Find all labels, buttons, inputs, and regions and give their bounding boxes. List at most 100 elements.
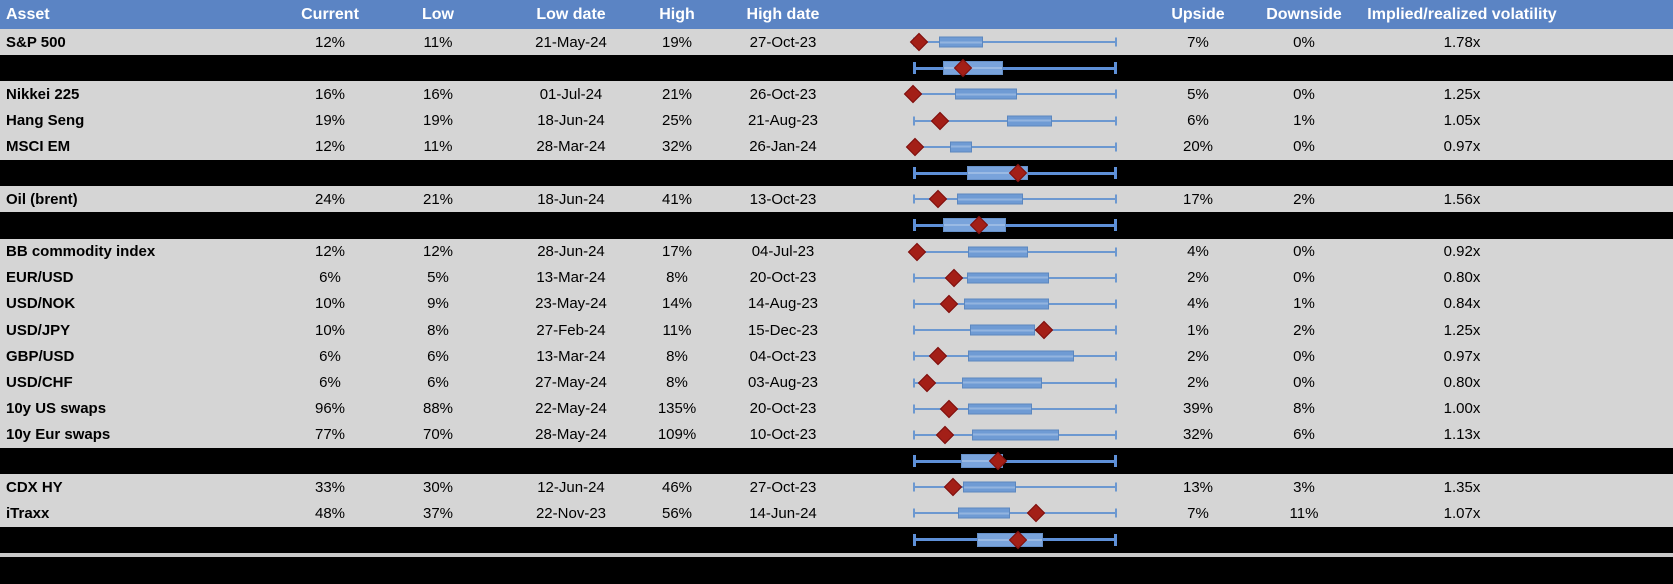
cell-filler bbox=[1582, 264, 1673, 291]
cell-high bbox=[646, 212, 708, 239]
current-diamond-marker bbox=[903, 85, 923, 104]
cell-implied-realized-volatility: 1.13x bbox=[1342, 421, 1582, 448]
asset-row: Hang Seng 19% 19% 18-Jun-24 25% 21-Aug-23 6% 1%… bbox=[0, 107, 1673, 134]
cell-low: 70% bbox=[380, 421, 496, 448]
cell-high bbox=[646, 526, 708, 553]
cell-low-date bbox=[496, 159, 646, 187]
cell-low: 5% bbox=[380, 264, 496, 291]
asset-row: BB commodity index 12% 12% 28-Jun-24 17% 04-J… bbox=[0, 238, 1673, 265]
cell-asset bbox=[0, 526, 280, 553]
cell-current: 12% bbox=[280, 133, 380, 160]
whisker-cap-left bbox=[913, 404, 915, 414]
cell-upside bbox=[1130, 55, 1266, 82]
asset-row: USD/JPY 10% 8% 27-Feb-24 11% 15-Dec-23 1% 2% 1.2… bbox=[0, 317, 1673, 344]
cell-asset: EUR/USD bbox=[0, 264, 280, 291]
cell-implied-realized-volatility bbox=[1342, 526, 1582, 553]
cell-high-date bbox=[708, 55, 858, 82]
cell-range-plot bbox=[858, 264, 1130, 291]
cell-downside: 11% bbox=[1266, 500, 1342, 527]
whisker-cap-right bbox=[1115, 482, 1117, 492]
whisker-cap-right bbox=[1115, 273, 1117, 283]
cell-current: 6% bbox=[280, 369, 380, 396]
whisker-line bbox=[913, 512, 1117, 515]
cell-high-date: 26-Jan-24 bbox=[708, 133, 858, 160]
cell-low bbox=[380, 448, 496, 475]
current-diamond-marker bbox=[907, 242, 927, 261]
whisker-cap-right bbox=[1114, 219, 1117, 232]
cell-asset: USD/CHF bbox=[0, 369, 280, 396]
cell-range-plot bbox=[858, 212, 1130, 239]
column-header-asset: Asset bbox=[0, 0, 280, 29]
range-box bbox=[938, 36, 983, 48]
column-header-high-date: High date bbox=[708, 0, 858, 29]
whisker-cap-right bbox=[1114, 167, 1117, 180]
cell-high: 25% bbox=[646, 107, 708, 134]
range-box bbox=[955, 88, 1018, 100]
cell-low-date: 22-May-24 bbox=[496, 395, 646, 422]
cell-implied-realized-volatility bbox=[1342, 212, 1582, 239]
summary-row bbox=[0, 448, 1673, 475]
range-box bbox=[1007, 115, 1052, 127]
current-diamond-marker bbox=[930, 111, 950, 130]
cell-downside: 0% bbox=[1266, 264, 1342, 291]
cell-low bbox=[380, 159, 496, 187]
whisker-cap-left bbox=[913, 116, 915, 126]
cell-implied-realized-volatility: 0.84x bbox=[1342, 290, 1582, 318]
cell-implied-realized-volatility: 1.00x bbox=[1342, 395, 1582, 422]
cell-filler bbox=[1582, 474, 1673, 501]
cell-upside: 7% bbox=[1130, 29, 1266, 56]
cell-high-date bbox=[708, 448, 858, 475]
whisker-cap-right bbox=[1115, 247, 1117, 257]
cell-low-date: 21-May-24 bbox=[496, 29, 646, 56]
cell-asset: Nikkei 225 bbox=[0, 81, 280, 108]
asset-row: USD/CHF 6% 6% 27-May-24 8% 03-Aug-23 2% 0% 0.80x bbox=[0, 369, 1673, 396]
cell-high: 46% bbox=[646, 474, 708, 501]
cell-current: 77% bbox=[280, 421, 380, 448]
cell-low: 8% bbox=[380, 317, 496, 344]
cell-high-date: 15-Dec-23 bbox=[708, 317, 858, 344]
whisker-cap-right bbox=[1115, 116, 1117, 126]
cell-implied-realized-volatility: 1.05x bbox=[1342, 107, 1582, 134]
cell-asset: Oil (brent) bbox=[0, 186, 280, 213]
cell-low: 12% bbox=[380, 238, 496, 265]
cell-current: 16% bbox=[280, 81, 380, 108]
cell-high: 17% bbox=[646, 238, 708, 265]
current-diamond-marker bbox=[1026, 504, 1046, 523]
cell-asset bbox=[0, 159, 280, 187]
cell-high: 8% bbox=[646, 264, 708, 291]
cell-current: 24% bbox=[280, 186, 380, 213]
range-box bbox=[967, 272, 1050, 284]
cell-low-date: 28-Jun-24 bbox=[496, 238, 646, 265]
whisker-cap-right bbox=[1115, 404, 1117, 414]
cell-filler bbox=[1582, 317, 1673, 344]
cell-high bbox=[646, 448, 708, 475]
range-boxplot bbox=[913, 212, 1117, 238]
cell-low bbox=[380, 526, 496, 553]
cell-low: 19% bbox=[380, 107, 496, 134]
column-header-downside: Downside bbox=[1266, 0, 1342, 29]
cell-high-date: 20-Oct-23 bbox=[708, 264, 858, 291]
cell-implied-realized-volatility bbox=[1342, 159, 1582, 187]
cell-high-date: 27-Oct-23 bbox=[708, 474, 858, 501]
footer-divider bbox=[0, 552, 1673, 557]
cell-range-plot bbox=[858, 343, 1130, 370]
cell-low-date: 27-May-24 bbox=[496, 369, 646, 396]
range-boxplot bbox=[913, 527, 1117, 553]
cell-implied-realized-volatility: 0.80x bbox=[1342, 264, 1582, 291]
asset-row: CDX HY 33% 30% 12-Jun-24 46% 27-Oct-23 13% 3% 1.… bbox=[0, 474, 1673, 501]
range-boxplot bbox=[913, 186, 1117, 212]
range-box bbox=[969, 324, 1035, 336]
cell-range-plot bbox=[858, 238, 1130, 265]
summary-row bbox=[0, 159, 1673, 187]
cell-filler bbox=[1582, 29, 1673, 56]
cell-current: 48% bbox=[280, 500, 380, 527]
whisker-cap-right bbox=[1115, 37, 1117, 47]
range-boxplot bbox=[913, 108, 1117, 134]
cell-high-date: 27-Oct-23 bbox=[708, 29, 858, 56]
cell-upside: 32% bbox=[1130, 421, 1266, 448]
cell-current bbox=[280, 159, 380, 187]
cell-high: 21% bbox=[646, 81, 708, 108]
whisker-cap-left bbox=[913, 482, 915, 492]
current-diamond-marker bbox=[909, 32, 929, 52]
